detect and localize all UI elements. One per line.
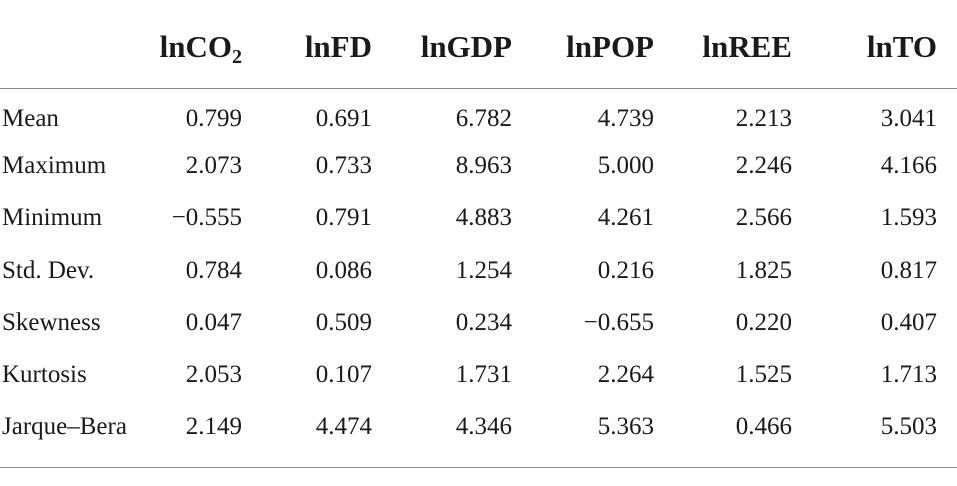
table-cell: 5.503	[880, 413, 937, 441]
table-cell: 2.213	[735, 105, 792, 133]
descriptive-statistics-table: lnCO2 lnFD lnGDP lnPOP lnREE lnTO Mean 0…	[0, 0, 957, 453]
column-header-lnto: lnTO	[812, 0, 957, 89]
table-cell: 1.731	[455, 361, 512, 389]
table-cell: 0.466	[735, 413, 792, 441]
header-row: lnCO2 lnFD lnGDP lnPOP lnREE lnTO	[0, 0, 957, 89]
table-cell: 5.000	[597, 152, 654, 180]
column-header-lngdp: lnGDP	[392, 0, 532, 89]
table-cell: 0.733	[315, 152, 372, 180]
row-label: Minimum	[2, 204, 103, 232]
table-row-maximum: Maximum 2.073 0.733 8.963 5.000 2.246 4.…	[0, 140, 957, 192]
table-cell: 2.566	[735, 204, 792, 232]
column-header-lnree: lnREE	[674, 0, 812, 89]
table-cell: 0.817	[880, 256, 937, 284]
table-cell: 1.713	[880, 361, 937, 389]
table-cell: 0.509	[315, 308, 372, 336]
table-cell: 4.739	[597, 105, 654, 133]
table-cell: 2.149	[185, 413, 242, 441]
table-row-skewness: Skewness 0.047 0.509 0.234 −0.655 0.220 …	[0, 297, 957, 349]
table-cell: 0.086	[315, 256, 372, 284]
table-cell: 2.073	[185, 152, 242, 180]
table-cell: 5.363	[597, 413, 654, 441]
row-label: Mean	[2, 105, 59, 133]
row-label: Kurtosis	[2, 361, 87, 389]
table-cell: 0.799	[185, 105, 242, 133]
header-corner-cell	[0, 0, 150, 89]
table-cell: 0.784	[185, 256, 242, 284]
table-cell: 2.053	[185, 361, 242, 389]
table-cell: 4.474	[315, 413, 372, 441]
column-header-lnco2: lnCO2	[150, 0, 262, 89]
row-label: Skewness	[2, 308, 101, 336]
table-cell: 1.254	[455, 256, 512, 284]
table-cell: 1.825	[735, 256, 792, 284]
table-body: Mean 0.799 0.691 6.782 4.739 2.213 3.041…	[0, 88, 957, 453]
table-cell: 4.166	[880, 152, 937, 180]
table-cell: 0.047	[185, 308, 242, 336]
table-row-jarque-bera: Jarque–Bera 2.149 4.474 4.346 5.363 0.46…	[0, 401, 957, 453]
table-cell: −0.655	[583, 308, 654, 336]
table-cell: 0.691	[315, 105, 372, 133]
table-cell: 4.883	[455, 204, 512, 232]
table-cell: 0.220	[735, 308, 792, 336]
column-header-lnfd: lnFD	[262, 0, 392, 89]
table-cell: 3.041	[880, 105, 937, 133]
column-header-lnpop: lnPOP	[532, 0, 674, 89]
table-cell: 1.593	[880, 204, 937, 232]
table-cell: 0.791	[315, 204, 372, 232]
table-bottom-rule	[0, 467, 957, 468]
table-cell: 0.234	[455, 308, 512, 336]
table-cell: 0.216	[597, 256, 654, 284]
table-cell: 0.407	[880, 308, 937, 336]
table-row-minimum: Minimum −0.555 0.791 4.883 4.261 2.566 1…	[0, 192, 957, 244]
row-label: Std. Dev.	[2, 256, 95, 284]
table-cell: 2.246	[735, 152, 792, 180]
table-cell: 1.525	[735, 361, 792, 389]
table-cell: 4.261	[597, 204, 654, 232]
table-cell: 2.264	[597, 361, 654, 389]
table-cell: 6.782	[455, 105, 512, 133]
table-cell: 8.963	[455, 152, 512, 180]
row-label: Maximum	[2, 152, 107, 180]
column-header-lnco2-subscript: 2	[232, 45, 242, 68]
table-row-mean: Mean 0.799 0.691 6.782 4.739 2.213 3.041	[0, 88, 957, 140]
column-header-lnco2-base: lnCO	[159, 28, 232, 64]
table-cell: 4.346	[455, 413, 512, 441]
table-row-std-dev: Std. Dev. 0.784 0.086 1.254 0.216 1.825 …	[0, 245, 957, 297]
row-label: Jarque–Bera	[2, 413, 127, 441]
table-row-kurtosis: Kurtosis 2.053 0.107 1.731 2.264 1.525 1…	[0, 349, 957, 401]
table-header: lnCO2 lnFD lnGDP lnPOP lnREE lnTO	[0, 0, 957, 89]
table-cell: 0.107	[315, 361, 372, 389]
table-cell: −0.555	[171, 204, 242, 232]
